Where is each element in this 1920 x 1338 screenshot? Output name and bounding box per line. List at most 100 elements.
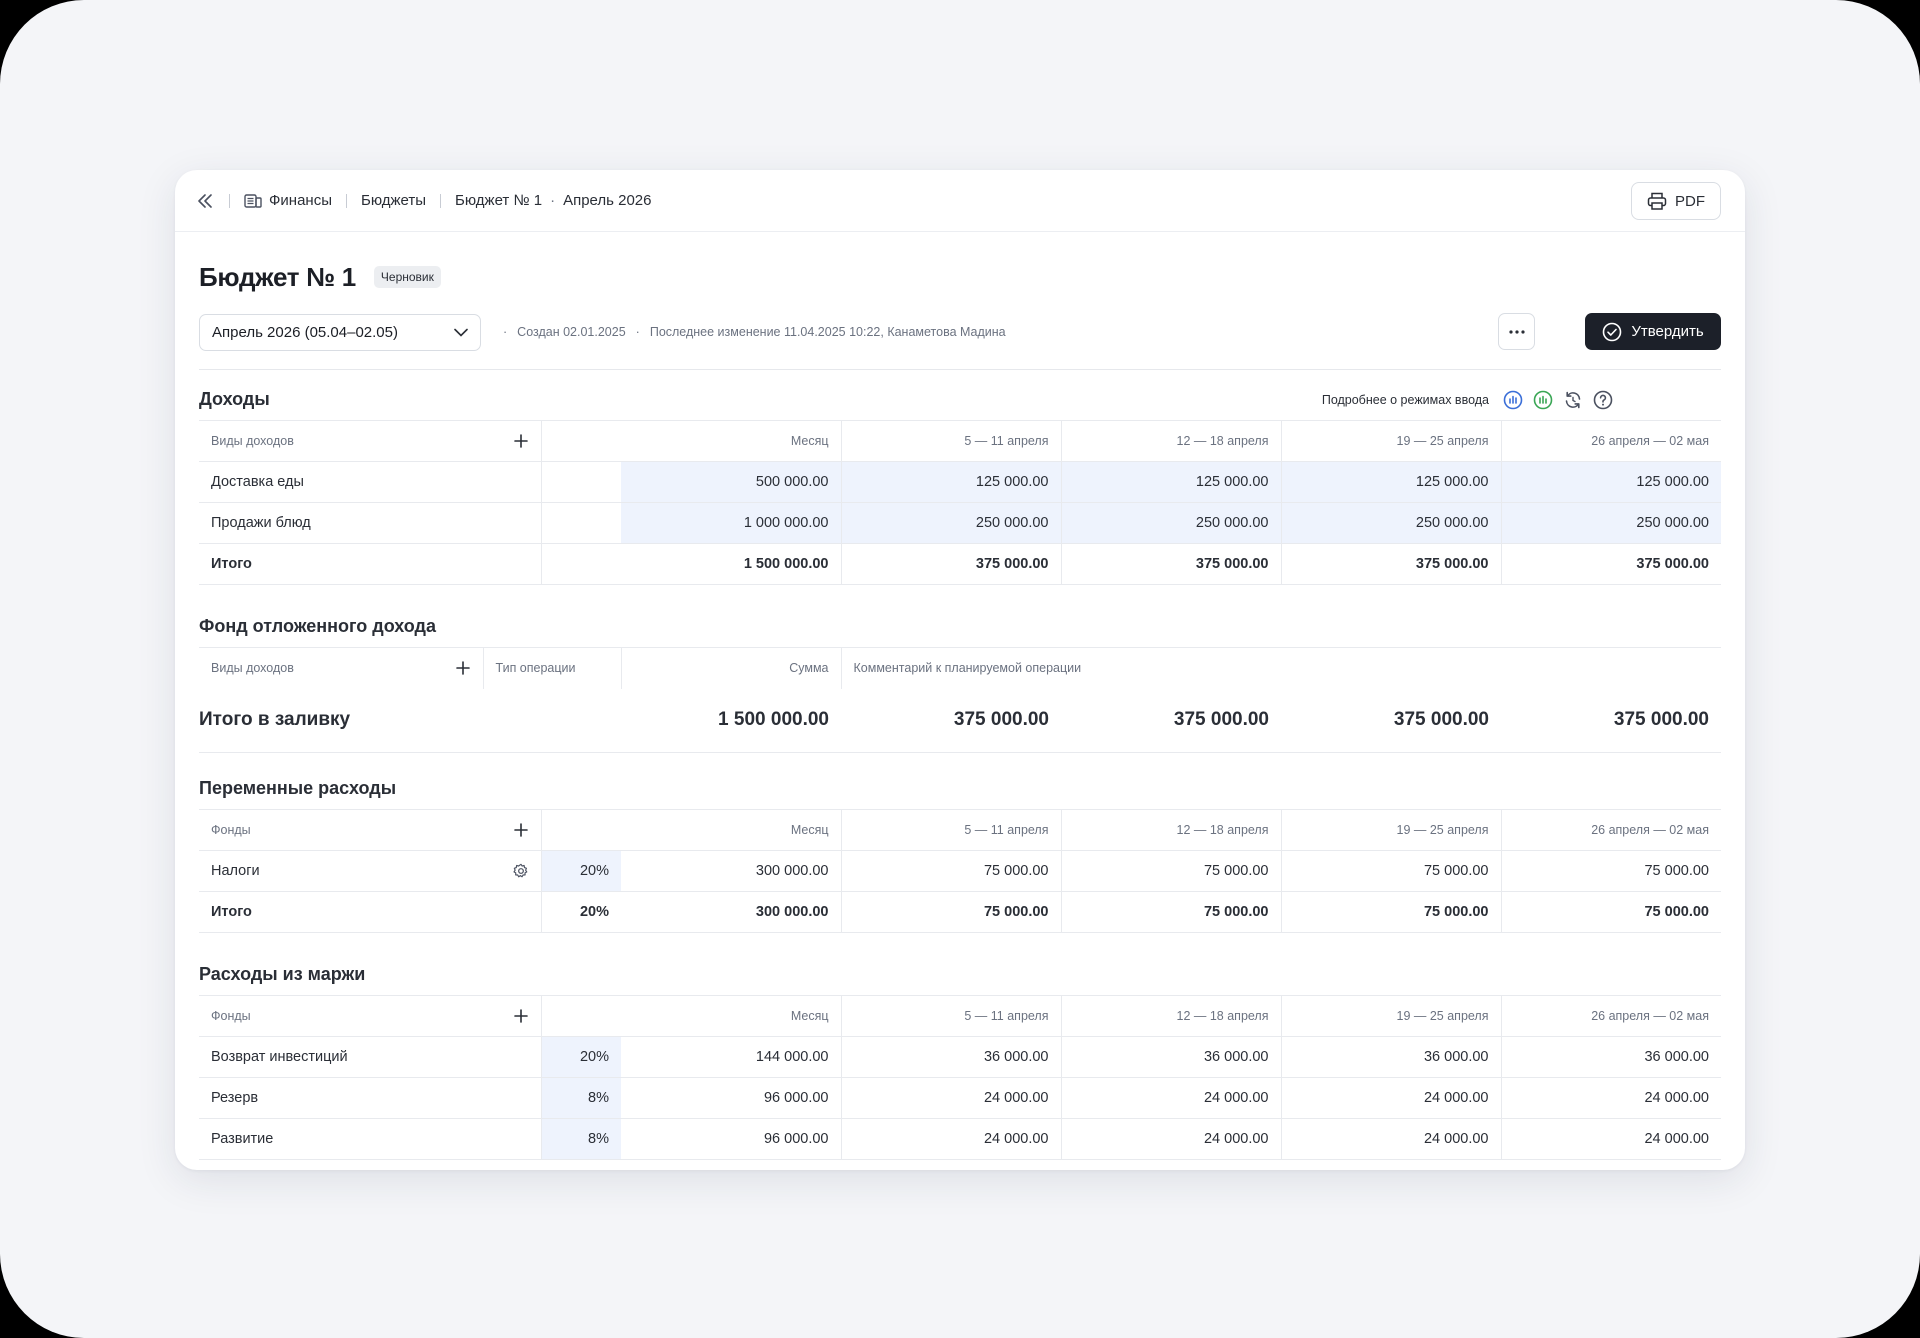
value-cell[interactable]: 125 000.00 [840, 461, 1061, 503]
income-section-header: Доходы Подробнее о режимах ввода [199, 380, 1721, 420]
percent-cell[interactable]: 20% [540, 849, 621, 891]
pdf-button[interactable]: PDF [1631, 182, 1721, 220]
margin-header-row: Фонды Месяц 5 — 11 апреля 12 — 18 апреля… [199, 994, 1721, 1036]
value-cell[interactable]: 250 000.00 [840, 502, 1061, 544]
value-cell: 300 000.00 [621, 849, 841, 891]
double-chevron-left-icon[interactable] [195, 191, 215, 211]
col-week-3: 19 — 25 апреля [1280, 420, 1501, 462]
value-cell[interactable]: 250 000.00 [1280, 502, 1501, 544]
variable-header-row: Фонды Месяц 5 — 11 апреля 12 — 18 апреля… [199, 808, 1721, 850]
value-cell: 75 000.00 [1280, 849, 1501, 891]
value-cell[interactable]: 125 000.00 [1060, 461, 1281, 503]
input-modes: Подробнее о режимах ввода [1322, 390, 1721, 410]
plus-icon[interactable] [513, 1008, 529, 1024]
fill-total-value: 375 000.00 [1173, 709, 1269, 730]
col-week-1: 5 — 11 апреля [840, 808, 1061, 850]
period-select[interactable]: Апрель 2026 (05.04–02.05) [199, 313, 481, 351]
variable-title: Переменные расходы [199, 777, 397, 798]
total-cell: 375 000.00 [1500, 543, 1721, 585]
value-cell: 36 000.00 [840, 1035, 1061, 1077]
col-week-4: 26 апреля — 02 мая [1500, 420, 1721, 462]
value-cell: 36 000.00 [1060, 1035, 1281, 1077]
col-week-2: 12 — 18 апреля [1060, 420, 1281, 462]
value-cell[interactable]: 1 000 000.00 [621, 502, 841, 544]
finance-icon [244, 193, 262, 209]
total-row: Итого 1 500 000.00 375 000.00 375 000.00… [199, 543, 1721, 585]
deferred-header-row: Виды доходов Тип операции Сумма Коммента… [199, 647, 1721, 689]
income-types-header: Виды доходов [211, 434, 294, 448]
status-badge: Черновик [373, 266, 441, 288]
funds-header: Фонды [211, 1008, 251, 1023]
meta-info: · Создан 02.01.2025 · Последнее изменени… [503, 325, 1006, 339]
row-name: Резерв [199, 1076, 541, 1118]
total-cell: 75 000.00 [840, 890, 1061, 933]
breadcrumb-separator [345, 193, 347, 208]
col-week-4: 26 апреля — 02 мая [1500, 994, 1721, 1036]
deferred-title: Фонд отложенного дохода [199, 616, 436, 636]
fill-total-value: 375 000.00 [953, 709, 1049, 730]
value-cell[interactable]: 250 000.00 [1500, 502, 1721, 544]
value-cell: 24 000.00 [840, 1076, 1061, 1118]
value-cell[interactable]: 125 000.00 [1500, 461, 1721, 503]
plus-icon[interactable] [513, 822, 529, 838]
more-button[interactable] [1498, 313, 1535, 350]
total-label: Итого [199, 543, 541, 585]
percent-cell[interactable]: 20% [540, 1035, 621, 1077]
help-icon[interactable] [1593, 390, 1613, 410]
margin-section-header: Расходы из маржи [199, 955, 1721, 995]
modes-link[interactable]: Подробнее о режимах ввода [1321, 393, 1489, 407]
title-row: Бюджет № 1 Черновик [199, 260, 1721, 294]
margin-table: Фонды Месяц 5 — 11 апреля 12 — 18 апреля… [199, 994, 1721, 1160]
col-week-2: 12 — 18 апреля [1060, 994, 1281, 1036]
chart-green-icon[interactable] [1533, 390, 1553, 410]
row-name: Продажи блюд [199, 502, 541, 544]
plus-icon[interactable] [455, 660, 471, 676]
table-row: Возврат инвестиций 20% 144 000.00 36 000… [199, 1035, 1721, 1077]
col-week-1: 5 — 11 апреля [840, 994, 1061, 1036]
sync-icon[interactable] [1563, 390, 1583, 410]
col-week-3: 19 — 25 апреля [1280, 808, 1501, 850]
breadcrumb-separator [440, 193, 442, 208]
total-cell: 75 000.00 [1280, 890, 1501, 933]
income-table: Виды доходов Месяц 5 — 11 апреля 12 — 18… [199, 420, 1721, 585]
value-cell[interactable]: 125 000.00 [1280, 461, 1501, 503]
value-cell[interactable]: 500 000.00 [621, 461, 841, 503]
margin-title: Расходы из маржи [199, 963, 366, 984]
fill-total-label: Итого в заливку [199, 709, 351, 730]
income-header-row: Виды доходов Месяц 5 — 11 апреля 12 — 18… [199, 420, 1721, 462]
sum-header: Сумма [620, 647, 841, 689]
total-cell: 375 000.00 [1280, 543, 1501, 585]
approve-button[interactable]: Утвердить [1585, 313, 1721, 350]
value-cell: 36 000.00 [1500, 1035, 1721, 1077]
printer-icon [1647, 192, 1667, 210]
table-row: Развитие 8% 96 000.00 24 000.00 24 000.0… [199, 1117, 1721, 1160]
table-row: Налоги 20% 300 000.00 75 000.00 75 000.0… [199, 849, 1721, 891]
chart-blue-icon[interactable] [1503, 390, 1523, 410]
percent-cell[interactable]: 8% [540, 1076, 621, 1118]
pdf-label: PDF [1675, 192, 1705, 210]
value-cell: 96 000.00 [621, 1117, 841, 1160]
deferred-types-header: Виды доходов [211, 661, 294, 676]
col-month: Месяц [621, 420, 841, 462]
value-cell: 75 000.00 [840, 849, 1061, 891]
col-week-2: 12 — 18 апреля [1060, 808, 1281, 850]
value-cell: 24 000.00 [840, 1117, 1061, 1160]
dots-icon [1508, 329, 1525, 334]
value-cell: 24 000.00 [1060, 1117, 1281, 1160]
divider [199, 369, 1721, 370]
breadcrumb-finance[interactable]: Финансы [269, 192, 332, 209]
gear-icon[interactable] [512, 863, 529, 879]
breadcrumb-budgets[interactable]: Бюджеты [360, 192, 427, 209]
percent-cell[interactable]: 8% [540, 1117, 621, 1160]
total-cell: 75 000.00 [1060, 890, 1281, 933]
value-cell[interactable]: 250 000.00 [1060, 502, 1281, 544]
breadcrumb: Финансы Бюджеты Бюджет № 1 · Апрель 2026 [195, 191, 652, 211]
plus-icon[interactable] [513, 433, 529, 449]
fill-total-row: Итого в заливку 1 500 000.00 375 000.00 … [199, 689, 1721, 753]
breadcrumb-budget: Бюджет № 1 [455, 192, 543, 209]
percent-cell: 20% [540, 890, 621, 933]
table-row: Доставка еды 500 000.00 125 000.00 125 0… [199, 461, 1721, 503]
row-name: Налоги [211, 862, 260, 879]
top-bar: Финансы Бюджеты Бюджет № 1 · Апрель 2026… [175, 170, 1745, 232]
